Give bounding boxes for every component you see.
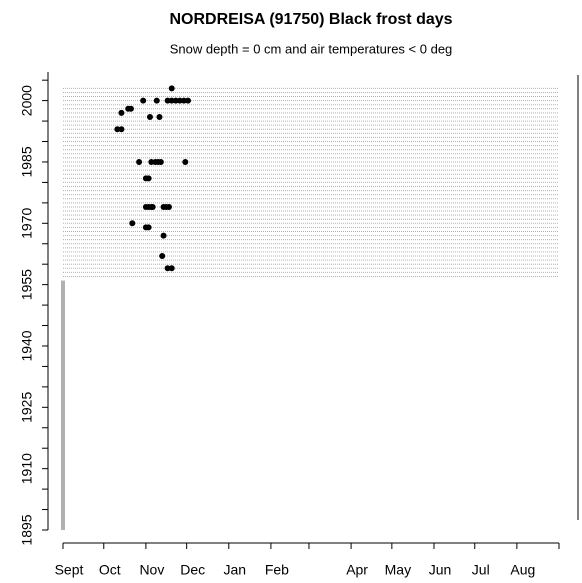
x-tick-label: Jul	[472, 562, 490, 578]
x-tick-label: Jan	[223, 562, 246, 578]
point	[118, 126, 125, 133]
point	[160, 232, 167, 239]
y-tick-label: 1940	[19, 330, 35, 361]
x-tick-label: Jun	[429, 562, 452, 578]
point	[182, 158, 189, 165]
point	[149, 203, 156, 210]
point	[118, 109, 125, 116]
y-tick-label: 1985	[19, 146, 35, 177]
point	[185, 97, 192, 104]
point	[157, 158, 164, 165]
point	[168, 85, 175, 92]
point	[168, 265, 175, 272]
point	[136, 158, 143, 165]
y-tick-label: 2000	[19, 85, 35, 116]
x-tick-label: Feb	[265, 562, 289, 578]
point	[145, 175, 152, 182]
point	[156, 113, 163, 120]
chart-title: NORDREISA (91750) Black frost days	[169, 11, 452, 28]
y-tick-label: 1925	[19, 392, 35, 423]
point	[145, 224, 152, 231]
point	[159, 253, 166, 260]
y-tick-label: 1895	[19, 514, 35, 545]
y-tick-label: 1970	[19, 208, 35, 239]
x-tick-label: May	[385, 562, 411, 578]
point	[140, 97, 147, 104]
y-tick-label: 1955	[19, 269, 35, 300]
point	[127, 105, 134, 112]
point	[165, 203, 172, 210]
missing-bar	[61, 280, 65, 530]
point	[153, 97, 160, 104]
x-tick-label: Apr	[346, 562, 368, 578]
x-tick-label: Dec	[180, 562, 205, 578]
x-tick-label: Oct	[99, 562, 121, 578]
chart-subtitle: Snow depth = 0 cm and air temperatures <…	[170, 41, 453, 56]
point	[146, 113, 153, 120]
y-tick-label: 1910	[19, 453, 35, 484]
point	[129, 220, 136, 227]
x-tick-label: Nov	[139, 562, 164, 578]
x-tick-label: Aug	[510, 562, 535, 578]
x-tick-label: Sept	[55, 562, 84, 578]
